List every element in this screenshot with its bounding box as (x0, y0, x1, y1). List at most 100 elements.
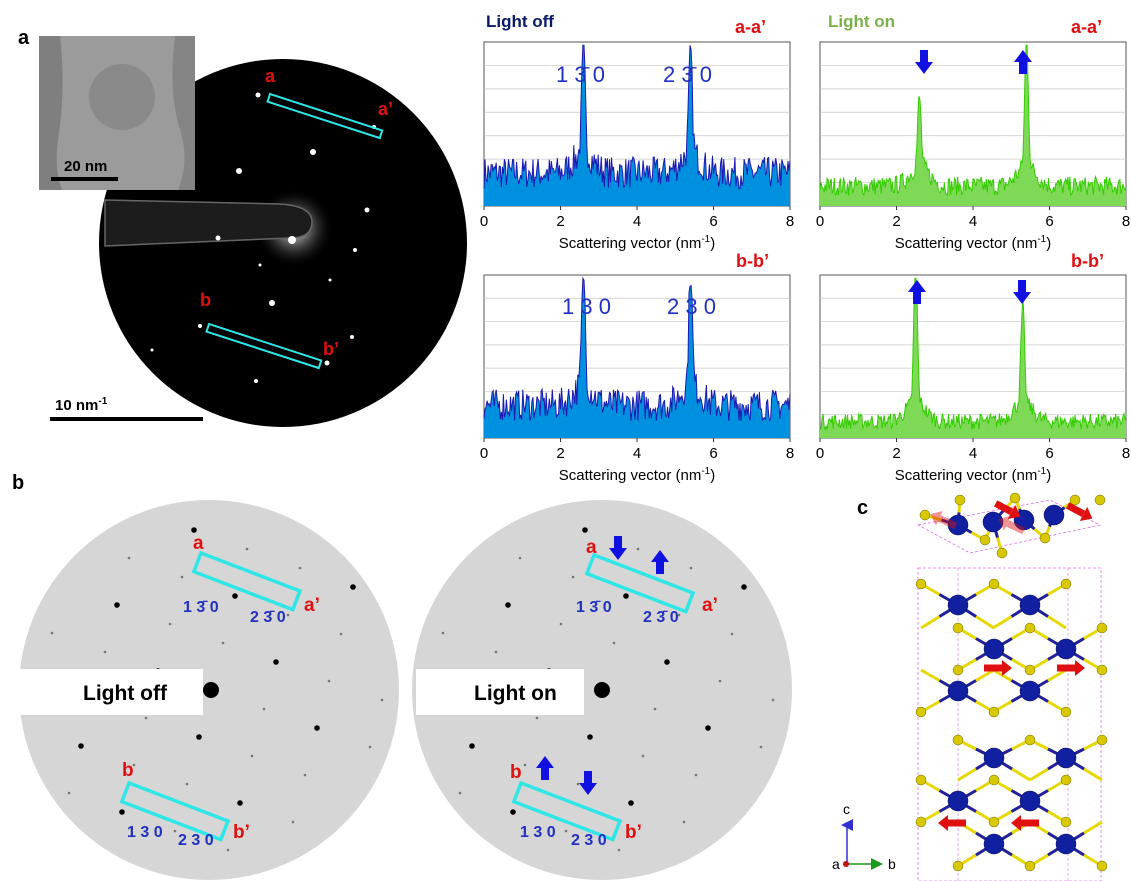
sulfur-atom (1024, 664, 1036, 676)
metal-atom (947, 594, 969, 616)
sim-spot (689, 566, 693, 570)
sim-left-title: Light off (83, 682, 168, 705)
sim-spot (682, 820, 686, 824)
sulfur-atom (1024, 734, 1036, 746)
sim-left-idx-1-3bar-0: 1 3̄ 0 (183, 599, 219, 616)
sim-spot (641, 754, 645, 758)
sim-right-label-a-prime: a’ (702, 595, 718, 616)
x-tick-label: 8 (786, 445, 794, 462)
title-light-on: Light on (828, 12, 895, 31)
x-tick-label: 4 (633, 445, 641, 462)
saed-scale-label: 10 nm-1 (55, 396, 108, 414)
sim-spot (694, 773, 698, 777)
magnetization-arrow (1063, 498, 1097, 526)
series-line (483, 44, 791, 190)
sim-right-label-b: b (510, 762, 522, 783)
sim-spot (587, 734, 593, 740)
tem-inset-scalebar (51, 177, 118, 181)
sim-spot (286, 613, 290, 617)
x-tick-label: 4 (969, 213, 977, 230)
series-fill (484, 45, 790, 206)
sulfur-atom (1039, 532, 1051, 544)
sim-spot (180, 575, 184, 579)
sim-spot (237, 800, 243, 806)
saed-rect-bb (205, 322, 323, 370)
sim-spot (571, 575, 575, 579)
sim-spot (741, 584, 747, 590)
sulfur-atom (1069, 494, 1081, 506)
sim-spot (636, 547, 640, 551)
sim-spot (628, 800, 634, 806)
sim-spot (173, 829, 177, 833)
saed-spot (258, 263, 262, 267)
sim-spot (232, 593, 238, 599)
x-tick-label: 2 (892, 213, 900, 230)
sim-spot (494, 650, 498, 654)
series-line (483, 276, 791, 422)
sim-rect-aa-left (191, 550, 303, 612)
sulfur-atom (915, 578, 927, 590)
sim-spot (582, 527, 588, 533)
sim-spot (250, 754, 254, 758)
sim-spot (617, 848, 621, 852)
x-tick-label: 8 (1122, 445, 1130, 462)
sulfur-atom (988, 816, 1000, 828)
sim-spot (273, 659, 279, 665)
panel-label-c: c (857, 497, 868, 519)
sim-right-center-spot (594, 682, 610, 698)
x-axis-label: Scattering vector (nm-1) (895, 234, 1051, 252)
sim-spot (559, 622, 563, 626)
sim-spot (664, 659, 670, 665)
sim-spot (339, 632, 343, 636)
metal-atom (1055, 747, 1077, 769)
sulfur-atom (954, 494, 966, 506)
x-tick-label: 8 (1122, 213, 1130, 230)
sim-spot (623, 593, 629, 599)
saed-label-a: a (265, 66, 276, 86)
x-tick-label: 0 (816, 445, 824, 462)
saed-spot (236, 168, 242, 174)
peak-label-2-3-0: 2 3 0 (667, 294, 716, 319)
series-line (819, 277, 1127, 431)
sulfur-atom (988, 706, 1000, 718)
sulfur-atom (1094, 494, 1106, 506)
profile-plots: 0 2 4 6 8 Scattering vector (nm-1) 0 2 4 6 8 Scatte… (480, 41, 1130, 484)
sim-left-label-a: a (193, 533, 204, 554)
sim-spot (303, 773, 307, 777)
sulfur-atom (915, 774, 927, 786)
sim-spot (612, 641, 616, 645)
sim-spot (196, 734, 202, 740)
sim-spot (291, 820, 295, 824)
sim-spot (314, 725, 320, 731)
sulfur-atom (988, 578, 1000, 590)
saed-spot (288, 236, 296, 244)
sim-spot (132, 763, 136, 767)
sim-spot (119, 809, 125, 815)
label-bb-off: b-b’ (736, 251, 769, 271)
sulfur-atom (1060, 706, 1072, 718)
sulfur-atom (1024, 622, 1036, 634)
magnetization-arrow (1011, 815, 1039, 831)
plot-light-on-aa: 0 2 4 6 8 Scattering vector (nm-1) (816, 41, 1130, 252)
saed-label-b: b (200, 290, 211, 310)
metal-atom (983, 833, 1005, 855)
magnetization-arrow (938, 815, 966, 831)
sulfur-atom (1024, 860, 1036, 872)
metal-atom (1019, 680, 1041, 702)
plot-light-on-bb: 0 2 4 6 8 Scattering vector (nm-1) (816, 274, 1130, 484)
metal-atom (947, 680, 969, 702)
sim-spot (705, 725, 711, 731)
plot-light-off-aa: 0 2 4 6 8 Scattering vector (nm-1) (480, 41, 794, 252)
metal-atom (1055, 638, 1077, 660)
sim-spot (298, 566, 302, 570)
sim-spot (114, 602, 120, 608)
sulfur-atom (1060, 816, 1072, 828)
x-tick-label: 0 (816, 213, 824, 230)
sim-spot (523, 763, 527, 767)
panel-label-a: a (18, 27, 30, 49)
metal-atom (1055, 833, 1077, 855)
x-tick-label: 6 (1045, 445, 1053, 462)
sim-right-title: Light on (474, 682, 557, 705)
saed-spot (198, 324, 202, 328)
